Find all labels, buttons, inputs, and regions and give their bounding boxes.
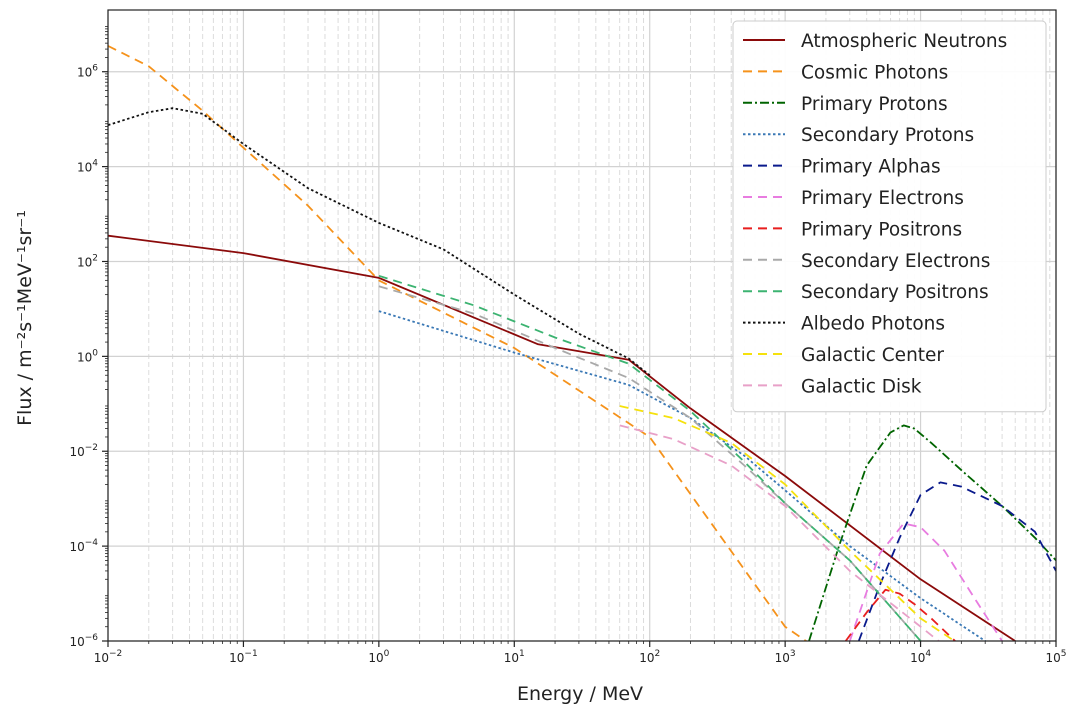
x-tick-label: 103 xyxy=(775,649,796,665)
legend: Atmospheric Neutrons Cosmic Photons Primar… xyxy=(732,20,1047,413)
y-tick-label: 10−2 xyxy=(69,443,98,459)
legend-label: Atmospheric Neutrons xyxy=(801,31,1007,52)
y-tick-label: 106 xyxy=(77,64,98,80)
legend-label: Primary Alphas xyxy=(801,157,941,178)
series-line-atmospheric-neutrons xyxy=(108,234,1016,641)
series-line-secondary-positrons xyxy=(378,274,922,641)
x-tick-label: 10−1 xyxy=(229,649,258,665)
x-tick-label: 105 xyxy=(1045,649,1066,665)
series-lines xyxy=(108,45,1056,641)
x-axis-label: Energy / MeV xyxy=(517,683,643,705)
y-tick-label: 10−4 xyxy=(69,538,98,554)
series-line-secondary-protons xyxy=(378,310,986,641)
legend-label: Secondary Protons xyxy=(801,125,974,146)
y-axis-label: Flux / m⁻²s⁻¹MeV⁻¹sr⁻¹ xyxy=(14,210,36,426)
legend-label: Primary Electrons xyxy=(801,188,964,209)
x-tick-label: 104 xyxy=(910,649,931,665)
legend-label: Cosmic Photons xyxy=(801,62,948,83)
x-tick-label: 10−2 xyxy=(94,649,123,665)
legend-label: Secondary Electrons xyxy=(801,251,990,272)
plot-frame xyxy=(107,9,1057,642)
series-line-primary-electrons xyxy=(848,522,1003,641)
series-line-cosmic-photons xyxy=(108,45,808,641)
series-line-galactic-center xyxy=(619,405,957,641)
legend-label: Primary Positrons xyxy=(801,219,962,240)
legend-label: Primary Protons xyxy=(801,94,948,115)
x-tick-label: 102 xyxy=(639,649,660,665)
legend-label: Albedo Photons xyxy=(801,314,945,335)
axes: 10−2 10−1 100 101 102 103 104 105 10−6 10−4 10−2 10… xyxy=(69,9,1067,665)
x-tick-label: 100 xyxy=(368,649,389,665)
legend-label: Galactic Disk xyxy=(801,376,922,397)
y-tick-label: 104 xyxy=(77,159,98,175)
series-line-primary-protons xyxy=(808,424,1056,641)
legend-label: Galactic Center xyxy=(801,345,944,366)
y-tick-label: 10−6 xyxy=(69,633,98,649)
y-tick-label: 100 xyxy=(77,348,98,364)
legend-label: Secondary Positrons xyxy=(801,282,989,303)
x-tick-label: 101 xyxy=(504,649,525,665)
series-line-galactic-disk xyxy=(619,424,941,641)
series-line-primary-positrons xyxy=(844,588,956,641)
series-line-primary-alphas xyxy=(857,481,1056,641)
y-tick-label: 102 xyxy=(77,253,98,269)
legend-frame xyxy=(732,20,1047,413)
series-line-albedo-photons xyxy=(108,107,651,376)
